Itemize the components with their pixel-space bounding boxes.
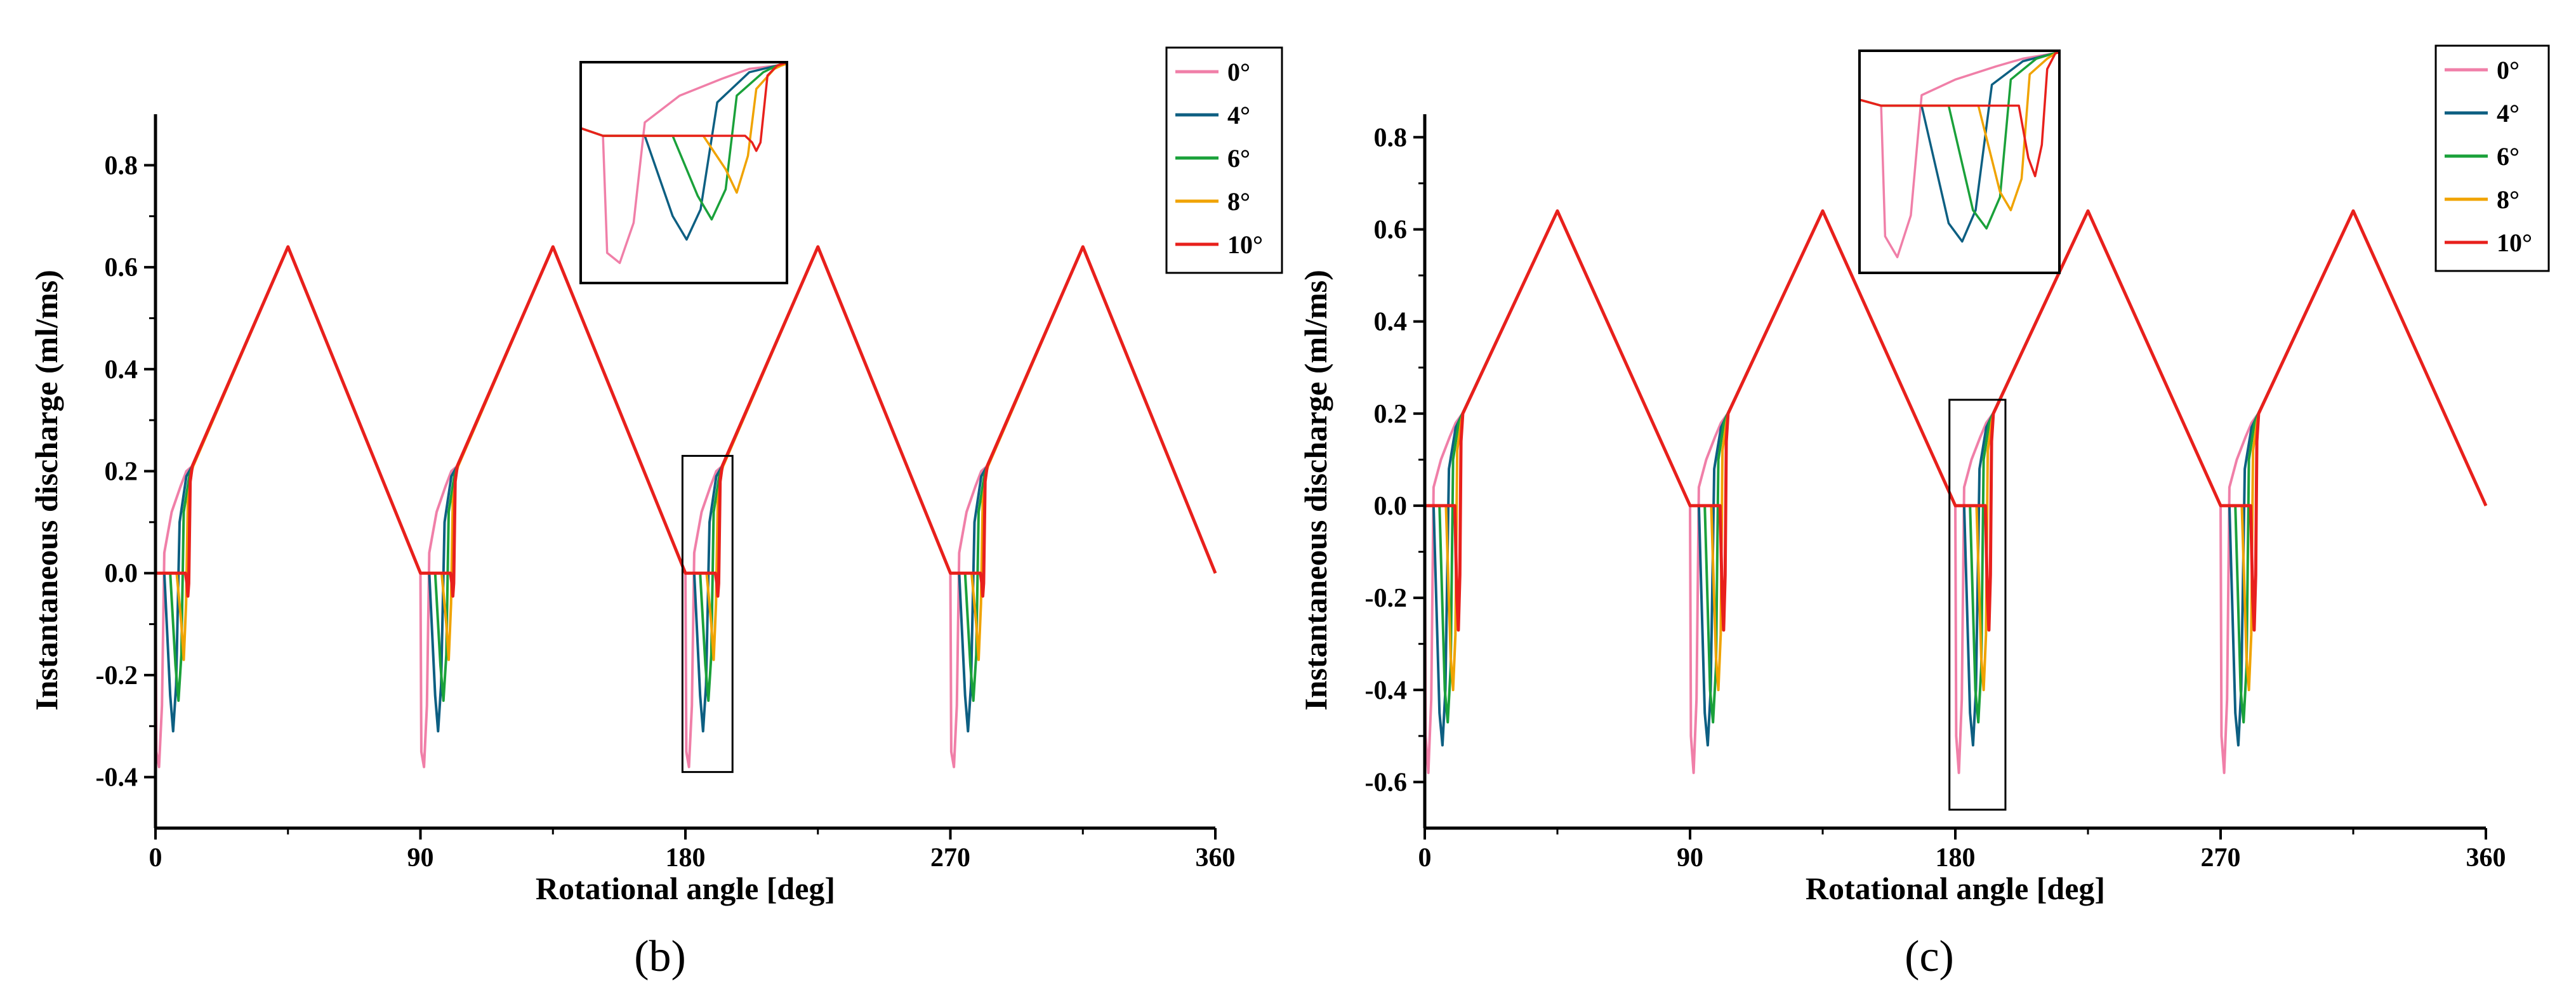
inset-series-line-10deg [1861,52,2058,178]
y-tick-label: 0.0 [105,559,138,588]
legend-label: 0° [2497,56,2520,84]
inset-series-line-0deg [1861,52,2058,259]
x-tick-label: 270 [930,843,970,873]
y-axis-title: Instantaneous discharge (ml/ms) [1298,270,1333,710]
panel-label: (c) [1905,932,1954,981]
y-tick-label: 0.4 [1374,308,1408,337]
x-tick-label: 0 [149,843,162,873]
legend-label: 6° [2497,142,2520,171]
inset-series-line-8deg [1861,52,2058,211]
y-tick-label: 0.8 [1374,123,1408,152]
legend-label: 0° [1227,58,1250,86]
y-tick-label: 0.4 [105,355,138,385]
legend-label: 4° [2497,99,2520,128]
y-tick-label: 0.8 [105,151,138,180]
y-tick-label: -0.2 [1365,584,1408,613]
zoom-region-box [1948,399,2007,811]
legend-label: 10° [2497,228,2532,257]
inset-series-line-4deg [1861,52,2058,243]
x-tick-label: 0 [1418,843,1432,873]
y-tick-label: 0.0 [1374,492,1408,521]
inset-series-line-8deg [582,63,786,194]
inset-series-group [582,63,786,265]
series-line-10deg [155,245,1217,598]
legend: 0° 4° 6° 8° 10° [1165,46,1283,274]
y-tick-label: -0.4 [96,763,138,793]
y-tick-label: 0.6 [1374,215,1408,244]
x-tick-label: 90 [1677,843,1703,873]
axes: 0 90 180 270 360 -0.6 -0.4 -0.2 0.0 0.2 0.4 0.6 0.8 R… [1298,114,2506,906]
series-line-0deg [154,245,1217,768]
x-tick-label: 360 [2466,843,2506,873]
y-tick-label: 0.6 [105,253,138,282]
x-tick-label: 90 [407,843,434,873]
zoom-inset [579,61,788,284]
legend-label: 8° [1227,187,1250,216]
series-group [1423,209,2488,774]
x-tick-label: 270 [2201,843,2241,873]
legend-frame [1165,46,1283,274]
x-axis-title: Rotational angle [deg] [1806,871,2105,906]
inset-series-line-10deg [582,63,786,152]
inset-series-line-6deg [1861,52,2058,230]
zoom-inset-frame [579,61,788,284]
series-line-0deg [1423,209,2487,774]
y-tick-label: -0.2 [96,661,138,690]
inset-series-line-0deg [582,63,786,265]
inset-series-group [1861,52,2058,259]
legend-label: 10° [1227,230,1263,259]
legend-label: 8° [2497,185,2520,214]
x-tick-label: 360 [1196,843,1236,873]
legend-label: 4° [1227,101,1250,129]
zoom-inset-frame [1858,49,2061,274]
legend: 0° 4° 6° 8° 10° [2434,44,2550,272]
legend-label: 6° [1227,144,1250,173]
y-tick-label: 0.2 [1374,400,1408,429]
zoom-region-box [681,454,734,774]
zoom-inset [1858,49,2061,274]
panel-label: (b) [634,932,686,981]
inset-series-line-6deg [582,63,786,221]
y-tick-label: 0.2 [105,458,138,487]
axes: 0 90 180 270 360 -0.4 -0.2 0.0 0.2 0.4 0.6 0.8 Rotat… [29,114,1236,906]
y-tick-label: -0.6 [1365,768,1408,797]
x-tick-label: 180 [666,843,706,873]
legend-frame [2434,44,2550,272]
series-line-10deg [1425,209,2488,632]
x-tick-label: 180 [1936,843,1976,873]
series-group [154,245,1217,768]
inset-series-line-4deg [582,63,786,241]
y-axis-title: Instantaneous discharge (ml/ms) [29,270,64,710]
x-axis-title: Rotational angle [deg] [536,871,835,906]
y-tick-label: -0.4 [1365,676,1408,705]
